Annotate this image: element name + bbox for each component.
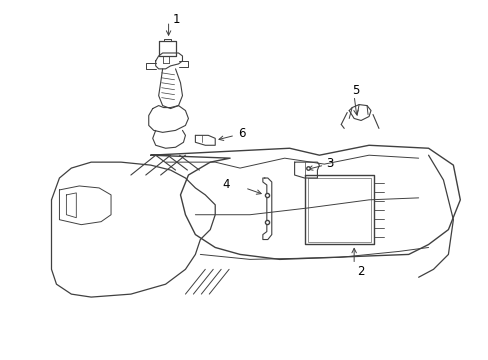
Text: 1: 1 [172,13,180,26]
Text: 2: 2 [356,265,364,278]
Text: 3: 3 [325,157,333,170]
Text: 6: 6 [238,127,245,140]
Text: 5: 5 [351,84,359,97]
Text: 4: 4 [222,179,230,192]
